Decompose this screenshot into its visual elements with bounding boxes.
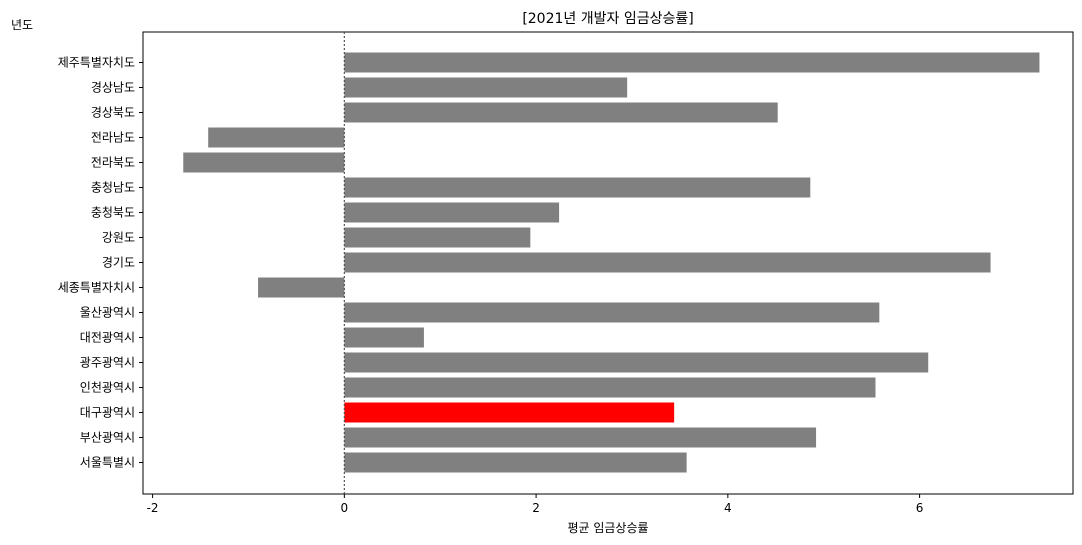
y-tick-label: 광주광역시 [80,356,135,370]
bar-대구광역시 [344,402,675,423]
y-tick-label: 전라북도 [91,156,135,170]
bar-충청북도 [344,202,560,223]
bar-경기도 [344,252,991,273]
bar-인천광역시 [344,377,876,398]
bar-광주광역시 [344,352,929,373]
y-tick-label: 대전광역시 [80,331,135,345]
bar-강원도 [344,227,531,248]
bar-전라남도 [208,127,345,148]
x-tick-label: 6 [916,501,924,515]
bar-서울특별시 [344,452,687,473]
x-tick-label: -2 [147,501,159,515]
y-tick-label: 경상북도 [91,106,135,120]
y-tick-label: 강원도 [102,231,135,245]
y-tick-label: 세종특별자치시 [58,281,135,295]
bar-대전광역시 [344,327,424,348]
bar-부산광역시 [344,427,817,448]
x-tick-label: 4 [724,501,732,515]
y-tick-label: 부산광역시 [80,431,135,445]
bar-충청남도 [344,177,811,198]
y-tick-label: 충청남도 [91,181,135,195]
x-tick-label: 2 [532,501,540,515]
bar-제주특별자치도 [344,52,1040,73]
bar-세종특별자치시 [258,277,345,298]
y-tick-label: 울산광역시 [80,306,135,320]
y-tick-label: 대구광역시 [80,406,135,420]
y-tick-label: 경상남도 [91,81,135,95]
bar-경상북도 [344,102,778,123]
y-tick-label: 경기도 [102,256,135,270]
y-tick-label: 전라남도 [91,131,135,145]
x-tick-label: 0 [341,501,349,515]
year-label: 년도 [11,18,34,32]
x-axis-title: 평균 임금상승률 [567,521,648,535]
chart-title: [2021년 개발자 임금상승률] [522,11,693,27]
y-axis: 제주특별자치도경상남도경상북도전라남도전라북도충청남도충청북도강원도경기도세종특… [58,56,143,470]
bar-울산광역시 [344,302,880,323]
bar-전라북도 [183,152,345,173]
y-tick-label: 인천광역시 [80,380,135,395]
y-tick-label: 제주특별자치도 [58,56,135,70]
y-tick-label: 서울특별시 [80,456,135,470]
bar-series [183,52,1040,473]
x-axis: -2 0 2 4 6 [147,494,924,515]
bar-경상남도 [344,77,628,98]
y-tick-label: 충청북도 [91,206,135,220]
